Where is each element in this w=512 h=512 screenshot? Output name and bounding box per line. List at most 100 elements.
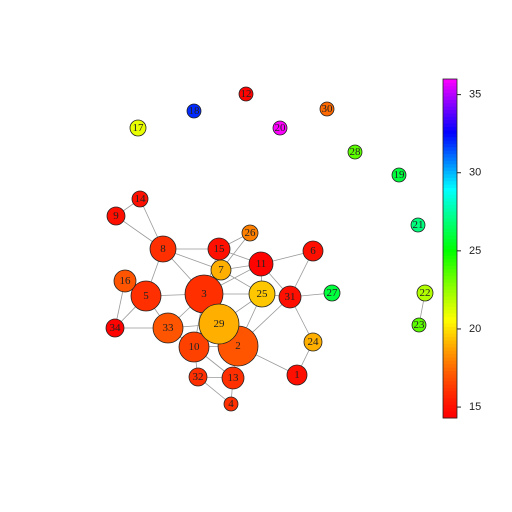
colorbar-strip <box>443 221 457 226</box>
node-label: 4 <box>228 398 234 410</box>
colorbar-strip <box>443 353 457 358</box>
colorbar-frame <box>442 78 458 419</box>
colorbar-strip <box>443 302 457 307</box>
colorbar-strip <box>443 292 457 297</box>
node-label: 20 <box>275 122 287 134</box>
node-label: 13 <box>228 372 240 384</box>
colorbar-strip <box>443 106 457 111</box>
colorbar-strip <box>443 214 457 219</box>
colorbar-strip <box>443 82 457 87</box>
colorbar-strip <box>443 207 457 212</box>
colorbar-strip <box>443 173 457 178</box>
colorbar-strip <box>443 350 457 355</box>
node-label: 17 <box>133 122 145 134</box>
colorbar-strip <box>443 407 457 412</box>
colorbar-strip <box>443 384 457 388</box>
colorbar-strip <box>443 204 457 209</box>
colorbar-strip <box>443 95 457 100</box>
colorbar-strip <box>443 279 457 283</box>
colorbar-strip <box>443 140 457 144</box>
colorbar-strip <box>443 197 457 202</box>
colorbar-strip <box>443 217 457 222</box>
node-label: 11 <box>256 258 267 270</box>
node <box>302 240 324 262</box>
y-tick-label: 20 <box>469 323 481 335</box>
node <box>416 284 434 302</box>
colorbar-strip <box>443 356 457 361</box>
node <box>221 366 245 390</box>
colorbar-strip <box>443 323 457 327</box>
colorbar-strip <box>443 363 457 368</box>
colorbar-strip <box>443 234 457 239</box>
colorbar-strip <box>443 79 457 83</box>
colorbar-strip <box>443 370 457 375</box>
colorbar-strip <box>443 340 457 344</box>
colorbar-strip <box>443 255 457 260</box>
colorbar-strip <box>443 272 457 277</box>
colorbar-strip <box>443 163 457 168</box>
node-label: 26 <box>245 227 257 239</box>
y-tick-label: 25 <box>469 245 481 257</box>
node-label: 24 <box>308 336 320 348</box>
node-label: 7 <box>218 264 224 276</box>
colorbar-strip <box>443 258 457 263</box>
colorbar-strip <box>443 401 457 405</box>
node-label: 31 <box>285 291 296 303</box>
colorbar-strip <box>443 282 457 287</box>
colorbar-strip <box>443 316 457 321</box>
colorbar-strip <box>443 414 457 419</box>
colorbar-strip <box>443 360 457 365</box>
colorbar-strip <box>443 133 457 138</box>
colorbar-strip <box>443 143 457 148</box>
colorbar-strip <box>443 285 457 290</box>
colorbar-strip <box>443 238 457 243</box>
colorbar-strip <box>443 390 457 395</box>
colorbar-strip <box>443 177 457 182</box>
colorbar-strip <box>443 180 457 185</box>
colorbar-strip <box>443 201 457 205</box>
node-label: 2 <box>235 340 241 352</box>
colorbar-strip <box>443 251 457 256</box>
colorbar-strip <box>443 129 457 134</box>
colorbar-strip <box>443 394 457 399</box>
node <box>198 303 240 345</box>
colorbar-strip <box>443 119 457 124</box>
node <box>303 332 323 352</box>
colorbar-strip <box>443 397 457 402</box>
colorbar-strip <box>443 160 457 165</box>
node <box>286 364 308 386</box>
node <box>105 318 125 338</box>
colorbar-strip <box>443 343 457 348</box>
colorbar-strip <box>443 268 457 273</box>
node <box>186 103 202 119</box>
colorbar-strip <box>443 146 457 151</box>
colorbar-strip <box>443 211 457 216</box>
node <box>241 224 259 242</box>
node <box>223 396 239 412</box>
node-label: 30 <box>322 103 334 115</box>
node <box>106 206 126 226</box>
colorbar-strip <box>443 329 457 334</box>
node <box>238 86 254 102</box>
node-label: 29 <box>214 318 226 330</box>
colorbar-strip <box>443 153 457 158</box>
node <box>278 285 302 309</box>
colorbar-strip <box>443 319 457 324</box>
colorbar-strip <box>443 262 457 266</box>
colorbar-strip <box>443 109 457 114</box>
node-label: 14 <box>135 193 147 205</box>
node-label: 25 <box>257 288 269 300</box>
colorbar-strip <box>443 275 457 280</box>
node <box>152 312 184 344</box>
colorbar-strip <box>443 248 457 253</box>
colorbar-strip <box>443 150 457 155</box>
node-label: 33 <box>163 322 175 334</box>
node-label: 16 <box>120 275 132 287</box>
node-label: 34 <box>110 322 122 334</box>
node <box>319 101 335 117</box>
colorbar-strip <box>443 92 457 97</box>
colorbar-strip <box>443 112 457 117</box>
node-label: 22 <box>420 287 431 299</box>
node-label: 3 <box>201 288 207 300</box>
node <box>207 237 231 261</box>
